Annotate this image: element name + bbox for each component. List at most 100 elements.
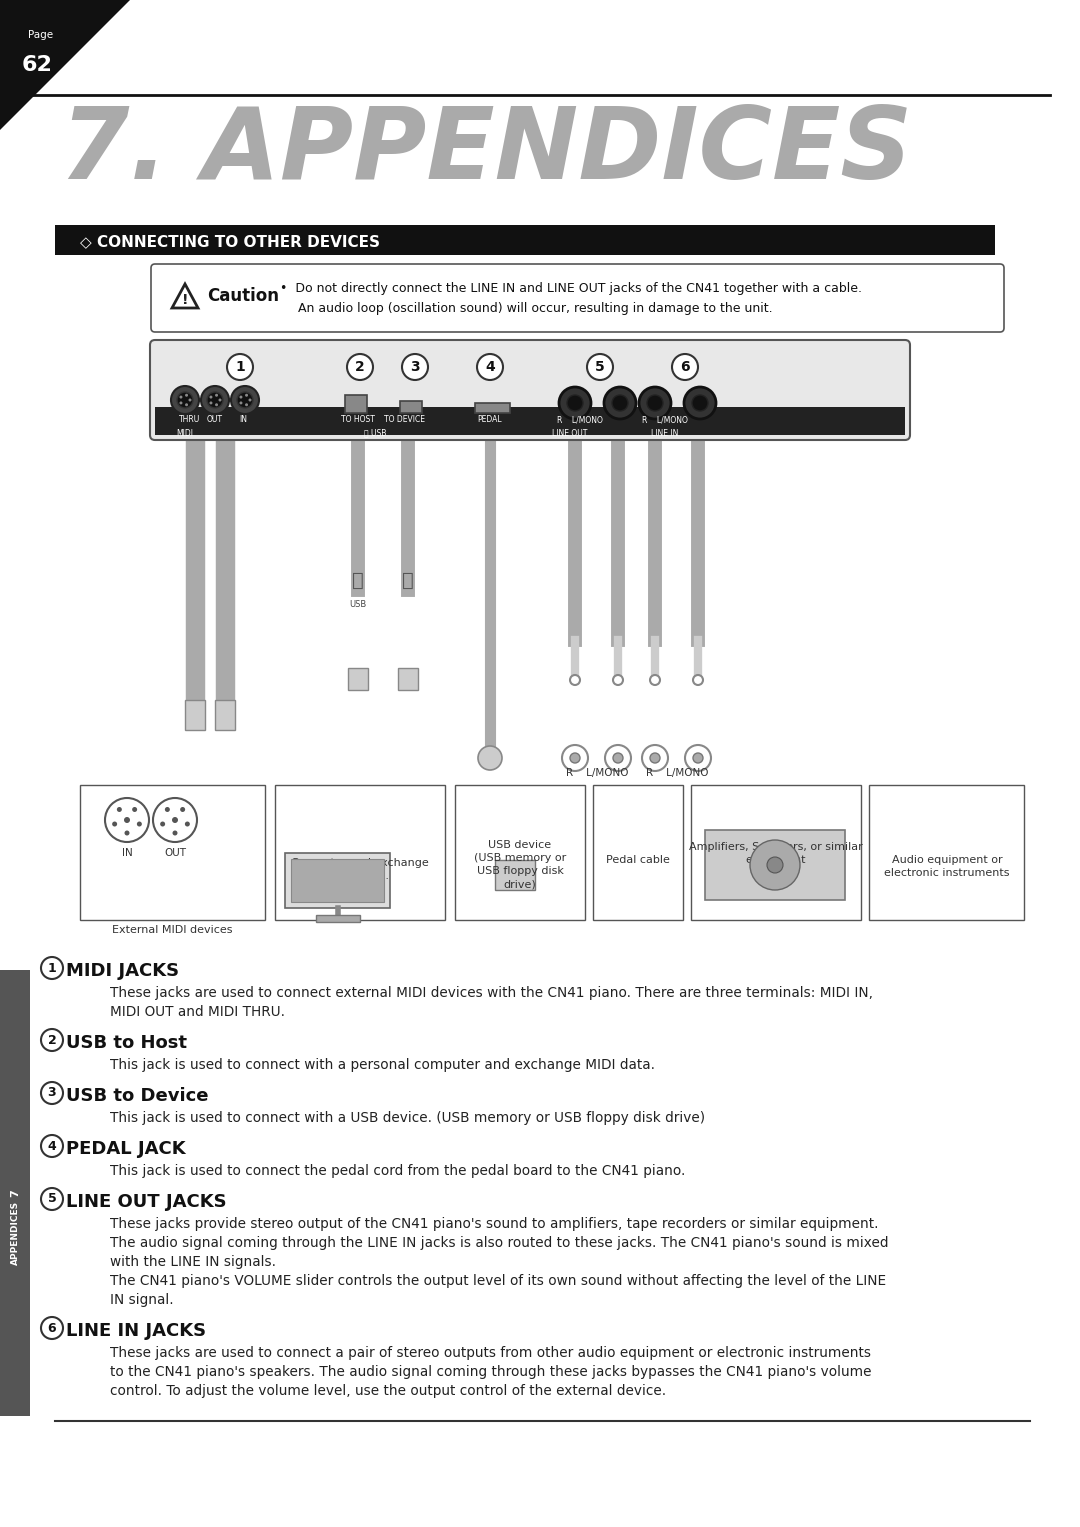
Circle shape xyxy=(240,402,242,405)
Text: USB device
(USB memory or
USB floppy disk
drive): USB device (USB memory or USB floppy dis… xyxy=(474,840,566,890)
FancyBboxPatch shape xyxy=(869,785,1024,919)
Circle shape xyxy=(165,806,170,812)
Text: IN signal.: IN signal. xyxy=(110,1293,174,1307)
Circle shape xyxy=(613,675,623,686)
Circle shape xyxy=(179,395,183,399)
FancyBboxPatch shape xyxy=(705,831,845,899)
Text: !: ! xyxy=(181,293,188,307)
Text: PEDAL: PEDAL xyxy=(477,415,502,425)
Circle shape xyxy=(650,675,660,686)
Circle shape xyxy=(153,799,197,841)
Circle shape xyxy=(613,753,623,764)
Circle shape xyxy=(41,1316,63,1339)
Circle shape xyxy=(189,399,191,402)
Circle shape xyxy=(132,806,137,812)
Bar xyxy=(0,970,30,1416)
Circle shape xyxy=(124,817,130,823)
Text: 6: 6 xyxy=(48,1321,56,1335)
Circle shape xyxy=(160,822,165,826)
Circle shape xyxy=(171,386,199,414)
Text: 1: 1 xyxy=(235,360,245,374)
Circle shape xyxy=(685,745,711,771)
FancyBboxPatch shape xyxy=(185,699,205,730)
Circle shape xyxy=(180,806,185,812)
Circle shape xyxy=(240,395,242,399)
Text: 5: 5 xyxy=(48,1193,56,1205)
Text: Amplifiers, Speakers, or similar
equipment: Amplifiers, Speakers, or similar equipme… xyxy=(689,841,863,866)
Text: LINE IN: LINE IN xyxy=(651,429,678,438)
Bar xyxy=(55,224,995,255)
Circle shape xyxy=(137,822,141,826)
Circle shape xyxy=(570,753,580,764)
Circle shape xyxy=(207,392,222,408)
Circle shape xyxy=(112,822,117,826)
FancyBboxPatch shape xyxy=(151,264,1004,331)
Text: These jacks are used to connect a pair of stereo outputs from other audio equipm: These jacks are used to connect a pair o… xyxy=(110,1345,870,1361)
Text: ⫝: ⫝ xyxy=(352,571,364,589)
Text: ⫝ USB: ⫝ USB xyxy=(364,429,387,438)
Circle shape xyxy=(218,399,221,402)
Circle shape xyxy=(41,1188,63,1209)
Circle shape xyxy=(248,399,252,402)
Text: MIDI JACKS: MIDI JACKS xyxy=(66,962,179,980)
FancyBboxPatch shape xyxy=(345,395,367,412)
Text: Computer and exchange
MIDI data.: Computer and exchange MIDI data. xyxy=(292,858,429,881)
Text: The audio signal coming through the LINE IN jacks is also routed to these jacks.: The audio signal coming through the LINE… xyxy=(110,1235,889,1251)
Text: LINE IN JACKS: LINE IN JACKS xyxy=(66,1322,206,1341)
Circle shape xyxy=(478,747,502,770)
FancyBboxPatch shape xyxy=(285,854,390,909)
Circle shape xyxy=(570,675,580,686)
Text: OUT: OUT xyxy=(207,415,222,425)
FancyBboxPatch shape xyxy=(348,667,368,690)
FancyBboxPatch shape xyxy=(275,785,445,919)
Circle shape xyxy=(124,831,130,835)
Text: IN: IN xyxy=(122,847,133,858)
Text: 7. APPENDICES: 7. APPENDICES xyxy=(60,102,913,200)
Text: 7: 7 xyxy=(10,1190,21,1197)
Circle shape xyxy=(245,394,248,397)
Circle shape xyxy=(693,675,703,686)
Text: This jack is used to connect with a USB device. (USB memory or USB floppy disk d: This jack is used to connect with a USB … xyxy=(110,1112,705,1125)
Circle shape xyxy=(173,831,177,835)
Text: Caution: Caution xyxy=(207,287,279,305)
FancyBboxPatch shape xyxy=(215,699,235,730)
FancyBboxPatch shape xyxy=(495,860,535,890)
Polygon shape xyxy=(0,0,130,130)
Text: ◇ CONNECTING TO OTHER DEVICES: ◇ CONNECTING TO OTHER DEVICES xyxy=(80,235,380,249)
Circle shape xyxy=(185,394,188,397)
Text: USB to Host: USB to Host xyxy=(66,1034,187,1052)
Circle shape xyxy=(105,799,149,841)
Circle shape xyxy=(41,1135,63,1157)
Circle shape xyxy=(477,354,503,380)
Text: This jack is used to connect with a personal computer and exchange MIDI data.: This jack is used to connect with a pers… xyxy=(110,1058,654,1072)
Circle shape xyxy=(185,403,188,406)
Text: R    L/MONO: R L/MONO xyxy=(557,415,603,425)
Text: 62: 62 xyxy=(22,55,53,75)
FancyBboxPatch shape xyxy=(315,915,360,922)
Text: •  Do not directly connect the LINE IN and LINE OUT jacks of the CN41 together w: • Do not directly connect the LINE IN an… xyxy=(280,282,862,295)
Circle shape xyxy=(567,395,583,411)
Circle shape xyxy=(41,1029,63,1051)
Text: THRU: THRU xyxy=(179,415,201,425)
Text: R    L/MONO: R L/MONO xyxy=(646,768,708,777)
Circle shape xyxy=(179,402,183,405)
FancyBboxPatch shape xyxy=(150,341,910,440)
Circle shape xyxy=(684,386,716,418)
Text: 6: 6 xyxy=(680,360,690,374)
Circle shape xyxy=(215,394,218,397)
Circle shape xyxy=(237,392,253,408)
Circle shape xyxy=(605,745,631,771)
Circle shape xyxy=(692,395,708,411)
Text: LINE OUT JACKS: LINE OUT JACKS xyxy=(66,1193,227,1211)
FancyBboxPatch shape xyxy=(691,785,861,919)
Text: MIDI OUT and MIDI THRU.: MIDI OUT and MIDI THRU. xyxy=(110,1005,285,1019)
Text: 2: 2 xyxy=(48,1034,56,1046)
Text: APPENDICES: APPENDICES xyxy=(11,1200,19,1264)
Text: USB: USB xyxy=(349,600,366,609)
Circle shape xyxy=(210,395,213,399)
Text: The CN41 piano's VOLUME slider controls the output level of its own sound withou: The CN41 piano's VOLUME slider controls … xyxy=(110,1274,886,1287)
Circle shape xyxy=(650,753,660,764)
Text: PEDAL JACK: PEDAL JACK xyxy=(66,1141,186,1157)
Text: These jacks are used to connect external MIDI devices with the CN41 piano. There: These jacks are used to connect external… xyxy=(110,986,873,1000)
Circle shape xyxy=(612,395,627,411)
